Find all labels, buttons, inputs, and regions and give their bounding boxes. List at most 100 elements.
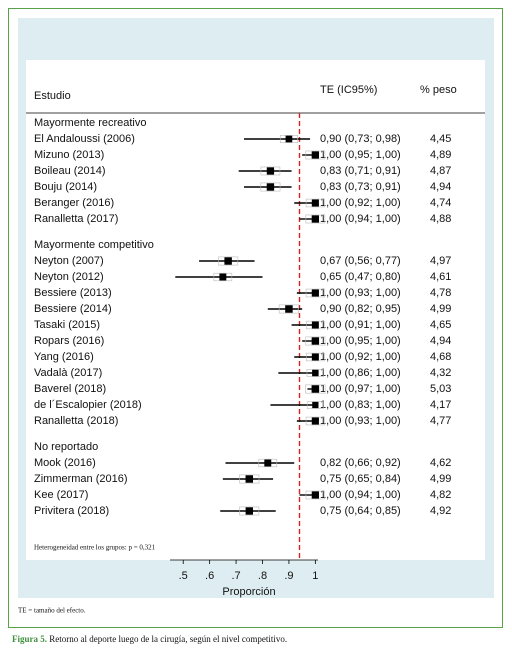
estimate-marker bbox=[264, 459, 272, 467]
weight-label: 4,77 bbox=[430, 415, 451, 427]
estimate-marker bbox=[285, 135, 293, 143]
weight-label: 4,17 bbox=[430, 399, 451, 411]
effect-label: 0,75 (0,65; 0,84) bbox=[320, 473, 401, 485]
weight-box bbox=[305, 490, 326, 500]
effect-label: 1,00 (0,91; 1,00) bbox=[320, 319, 401, 331]
weight-box bbox=[306, 369, 325, 377]
weight-box bbox=[305, 214, 326, 224]
weight-box bbox=[305, 336, 326, 346]
weight-box bbox=[239, 474, 260, 484]
study-name: Boileau (2014) bbox=[34, 165, 106, 177]
weight-label: 4,32 bbox=[430, 367, 451, 379]
weight-box bbox=[305, 198, 325, 208]
effect-label: 1,00 (0,94; 1,00) bbox=[320, 489, 401, 501]
x-tick-label: .5 bbox=[179, 570, 188, 582]
study-name: Yang (2016) bbox=[34, 351, 94, 363]
study-name: Mook (2016) bbox=[34, 457, 96, 469]
weight-label: 4,99 bbox=[430, 303, 451, 315]
study-name: Bessiere (2014) bbox=[34, 303, 112, 315]
weight-label: 4,99 bbox=[430, 473, 451, 485]
weight-label: 4,87 bbox=[430, 165, 451, 177]
weight-box bbox=[305, 320, 325, 330]
estimate-marker bbox=[224, 257, 232, 265]
study-name: Beranger (2016) bbox=[34, 197, 114, 209]
estimate-marker bbox=[311, 491, 319, 499]
x-tick-label: .8 bbox=[258, 570, 267, 582]
study-name: Ropars (2016) bbox=[34, 335, 104, 347]
estimate-marker bbox=[311, 321, 319, 329]
weight-box bbox=[305, 150, 326, 160]
study-name: Ranalletta (2018) bbox=[34, 415, 118, 427]
weight-label: 4,97 bbox=[430, 255, 451, 267]
effect-label: 1,00 (0,92; 1,00) bbox=[320, 351, 401, 363]
weight-box bbox=[305, 384, 326, 394]
effect-label: 1,00 (0,95; 1,00) bbox=[320, 335, 401, 347]
weight-box bbox=[239, 506, 260, 516]
estimate-marker bbox=[219, 273, 227, 281]
caption: Figura 5. Retorno al deporte luego de la… bbox=[12, 634, 287, 644]
effect-label: 1,00 (0,97; 1,00) bbox=[320, 383, 401, 395]
weight-box bbox=[305, 288, 325, 298]
estimate-marker bbox=[266, 167, 275, 175]
study-name: Privitera (2018) bbox=[34, 505, 109, 517]
header-weight: % peso bbox=[420, 84, 457, 96]
estimate-marker bbox=[311, 215, 320, 223]
study-name: de l´Escalopier (2018) bbox=[34, 399, 142, 411]
group-label: Mayormente competitivo bbox=[34, 239, 154, 251]
effect-label: 0,65 (0,47; 0,80) bbox=[320, 271, 401, 283]
weight-label: 4,45 bbox=[430, 133, 451, 145]
study-name: Kee (2017) bbox=[34, 489, 88, 501]
weight-box bbox=[305, 352, 325, 362]
effect-label: 1,00 (0,86; 1,00) bbox=[320, 367, 401, 379]
weight-label: 5,03 bbox=[430, 383, 451, 395]
weight-label: 4,82 bbox=[430, 489, 451, 501]
header-study: Estudio bbox=[34, 90, 71, 102]
effect-label: 1,00 (0,92; 1,00) bbox=[320, 197, 401, 209]
study-name: Zimmerman (2016) bbox=[34, 473, 128, 485]
study-name: Bouju (2014) bbox=[34, 181, 97, 193]
weight-box bbox=[260, 182, 281, 192]
weight-box bbox=[306, 401, 324, 409]
x-tick-label: 1 bbox=[312, 570, 318, 582]
heterogeneity-note: Heterogeneidad entre los grupos: p = 0,3… bbox=[34, 544, 156, 552]
x-tick-label: .6 bbox=[205, 570, 214, 582]
estimate-marker bbox=[311, 151, 320, 159]
estimate-marker bbox=[266, 183, 275, 191]
study-name: Baverel (2018) bbox=[34, 383, 106, 395]
x-tick-label: .9 bbox=[284, 570, 293, 582]
effect-label: 1,00 (0,94; 1,00) bbox=[320, 213, 401, 225]
weight-label: 4,92 bbox=[430, 505, 451, 517]
study-name: Ranalletta (2017) bbox=[34, 213, 118, 225]
weight-label: 4,94 bbox=[430, 181, 451, 193]
weight-box bbox=[218, 256, 239, 266]
header-effect: TE (IC95%) bbox=[320, 84, 377, 96]
estimate-marker bbox=[285, 305, 293, 313]
estimate-marker bbox=[311, 353, 319, 361]
estimate-marker bbox=[312, 369, 319, 377]
effect-label: 0,90 (0,73; 0,98) bbox=[320, 133, 401, 145]
weight-label: 4,68 bbox=[430, 351, 451, 363]
estimate-marker bbox=[312, 401, 319, 409]
caption-label: Figura 5. bbox=[12, 634, 47, 644]
study-name: Neyton (2012) bbox=[34, 271, 104, 283]
estimate-marker bbox=[311, 289, 319, 297]
weight-box bbox=[305, 416, 325, 426]
effect-label: 1,00 (0,95; 1,00) bbox=[320, 149, 401, 161]
effect-label: 0,83 (0,71; 0,91) bbox=[320, 165, 401, 177]
weight-box bbox=[278, 304, 299, 314]
estimate-marker bbox=[245, 475, 254, 483]
weight-label: 4,88 bbox=[430, 213, 451, 225]
weight-box bbox=[279, 135, 298, 143]
plot-area bbox=[26, 60, 485, 560]
x-tick-label: .7 bbox=[231, 570, 240, 582]
estimate-marker bbox=[311, 337, 320, 345]
weight-box bbox=[213, 272, 233, 282]
effect-label: 1,00 (0,93; 1,00) bbox=[320, 287, 401, 299]
weight-box bbox=[258, 458, 278, 468]
study-name: Neyton (2007) bbox=[34, 255, 104, 267]
effect-label: 0,82 (0,66; 0,92) bbox=[320, 457, 401, 469]
estimate-marker bbox=[245, 507, 253, 515]
weight-label: 4,94 bbox=[430, 335, 451, 347]
effect-label: 1,00 (0,83; 1,00) bbox=[320, 399, 401, 411]
